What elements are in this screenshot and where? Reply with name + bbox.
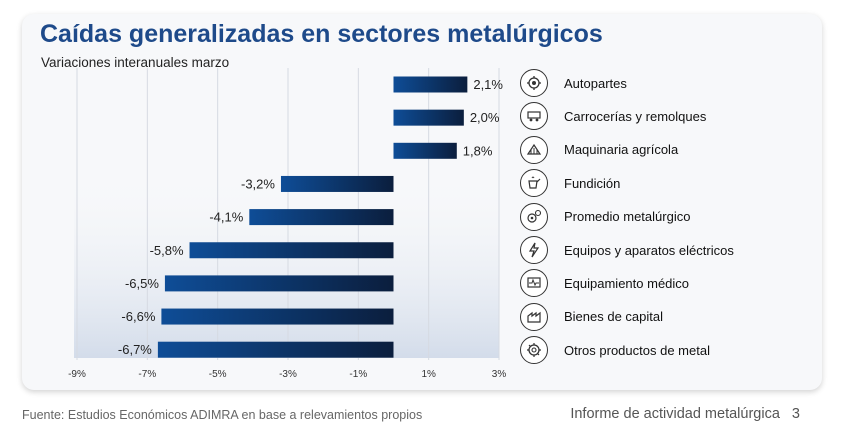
legend-item-bienes-capital: Bienes de capital: [520, 301, 663, 333]
agricultural-machinery-icon: [520, 135, 548, 164]
legend-item-equipamiento-medico: Equipamiento médico: [520, 267, 689, 299]
bar-value-label: 1,8%: [463, 143, 493, 158]
legend-label: Maquinaria agrícola: [564, 142, 679, 158]
x-tick-label: 3%: [492, 369, 507, 380]
legend-label: Carrocerías y remolques: [564, 108, 707, 124]
bar: [393, 142, 457, 159]
medical-equipment-icon: [520, 269, 548, 298]
x-tick-label: -9%: [68, 369, 86, 380]
legend-item-otros-productos: Otros productos de metal: [520, 334, 710, 366]
footer-report: Informe de actividad metalúrgica 3: [570, 406, 800, 422]
bar: [161, 308, 394, 325]
x-tick-label: -3%: [279, 369, 297, 380]
legend-label: Equipamiento médico: [564, 275, 690, 291]
source-note: Fuente: Estudios Económicos ADIMRA en ba…: [22, 408, 423, 422]
legend-label: Autopartes: [564, 75, 627, 91]
x-tick-label: 1%: [421, 369, 436, 380]
legend-label: Otros productos de metal: [564, 342, 710, 358]
legend-item-equipos-electricos: Equipos y aparatos eléctricos: [520, 234, 734, 266]
chart-subtitle: Variaciones interanuales marzo: [41, 55, 230, 70]
bar: [164, 275, 394, 292]
legend-item-maquinaria: Maquinaria agrícola: [520, 134, 678, 166]
bar: [280, 175, 394, 192]
bar: [249, 209, 394, 226]
legend-item-fundicion: Fundición: [520, 167, 620, 199]
bar-value-label: -5,8%: [150, 243, 184, 258]
trailer-icon: [520, 102, 548, 131]
bar-value-label: -6,5%: [125, 276, 159, 291]
x-tick-label: -5%: [209, 369, 227, 380]
bar-value-label: -3,2%: [241, 176, 275, 191]
plot-background: [74, 170, 499, 358]
capital-goods-icon: [520, 302, 548, 331]
legend-item-promedio: Promedio metalúrgico: [520, 201, 690, 233]
bar: [393, 109, 464, 126]
legend-item-carrocerias: Carrocerías y remolques: [520, 100, 706, 132]
x-tick-label: -1%: [349, 369, 367, 380]
bar-value-label: -6,6%: [121, 309, 155, 324]
electrical-equipment-icon: [520, 236, 548, 264]
legend-label: Bienes de capital: [564, 309, 664, 325]
gears-icon: [520, 202, 548, 231]
foundry-icon: [520, 169, 548, 198]
bar-value-label: -4,1%: [209, 210, 243, 225]
bar: [393, 76, 468, 93]
metal-products-icon: [520, 336, 548, 365]
chart-title: Caídas generalizadas en sectores metalúr…: [40, 20, 603, 48]
bar-value-label: 2,0%: [470, 110, 500, 125]
report-title: Informe de actividad metalúrgica: [570, 406, 780, 422]
bar-value-label: -6,7%: [118, 342, 152, 357]
bar: [189, 242, 394, 259]
legend-label: Promedio metalúrgico: [564, 209, 691, 225]
x-tick-label: -7%: [138, 369, 156, 380]
legend-label: Equipos y aparatos eléctricos: [564, 242, 734, 258]
legend-item-autopartes: Autopartes: [520, 67, 627, 99]
page-number: 3: [791, 406, 800, 422]
autoparts-icon: [520, 69, 548, 97]
legend-label: Fundición: [564, 175, 621, 191]
bar-value-label: 2,1%: [473, 77, 503, 92]
bar: [157, 341, 394, 358]
